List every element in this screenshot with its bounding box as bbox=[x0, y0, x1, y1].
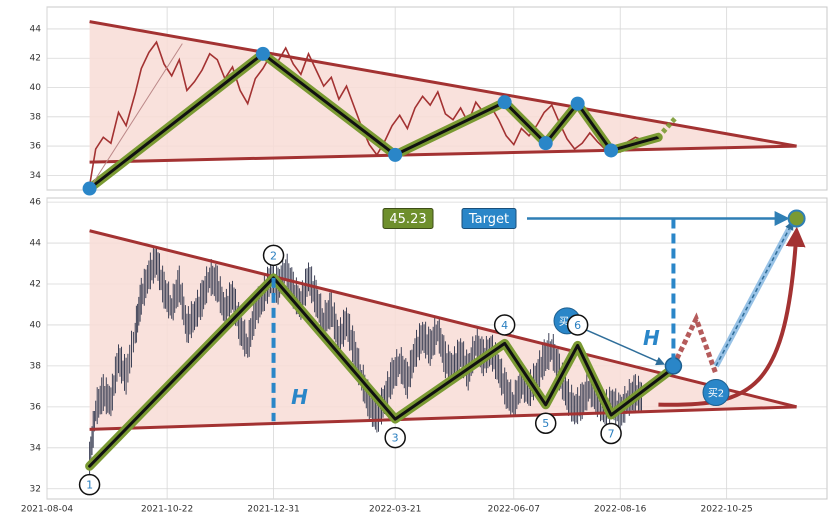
target-marker bbox=[787, 209, 806, 228]
y-tick-label: 36 bbox=[30, 402, 42, 412]
y-tick-label: 46 bbox=[30, 198, 42, 208]
pivot-marker bbox=[497, 95, 512, 110]
pattern-point-label: 5 bbox=[542, 417, 549, 430]
y-tick-label: 38 bbox=[30, 112, 42, 122]
y-tick-label: 44 bbox=[30, 24, 42, 34]
target-value-label: 45.23 bbox=[389, 212, 426, 227]
target-value-box bbox=[382, 207, 434, 229]
x-tick-label: 2022-08-16 bbox=[594, 505, 647, 515]
pattern-point-circle bbox=[600, 422, 622, 445]
projection-zigzag bbox=[671, 312, 719, 375]
pattern-point-label: 1 bbox=[86, 479, 93, 492]
pattern-point-label: 7 bbox=[608, 427, 615, 440]
pivot-marker bbox=[604, 143, 619, 158]
buy-point-label: 买2 bbox=[708, 388, 724, 400]
pivot-marker bbox=[82, 181, 97, 196]
pattern-line bbox=[88, 276, 675, 468]
buy1-arrow bbox=[578, 326, 666, 366]
x-tick-label: 2021-10-22 bbox=[141, 505, 193, 515]
x-tick-label: 2022-06-07 bbox=[488, 505, 540, 515]
pivot-marker bbox=[388, 147, 403, 162]
triangle-upper-line bbox=[89, 20, 797, 148]
y-tick-label: 34 bbox=[30, 171, 42, 181]
pattern-point-circle bbox=[262, 244, 285, 267]
x-tick-label: 2021-12-31 bbox=[247, 505, 299, 515]
triangle-lower-line bbox=[89, 144, 797, 164]
pattern-point-label: 4 bbox=[501, 319, 508, 332]
pattern-point-circle bbox=[493, 314, 516, 336]
x-tick-label: 2022-10-25 bbox=[700, 505, 752, 515]
x-tick-label: 2021-08-04 bbox=[21, 505, 74, 515]
y-tick-label: 42 bbox=[30, 54, 41, 64]
pattern-point-circle bbox=[534, 412, 557, 434]
target-arrow bbox=[715, 220, 794, 367]
y-tick-label: 36 bbox=[30, 142, 42, 152]
pattern-line bbox=[88, 52, 660, 190]
target-label-box bbox=[461, 207, 517, 229]
y-tick-label: 38 bbox=[30, 361, 42, 371]
y-tick-label: 40 bbox=[30, 83, 42, 93]
y-tick-label: 34 bbox=[30, 443, 42, 453]
y-tick-label: 42 bbox=[30, 280, 41, 290]
y-tick-label: 40 bbox=[30, 320, 42, 330]
top-panel: 34 36 38 40 42 44 bbox=[30, 6, 828, 196]
pattern-point-label: 3 bbox=[392, 432, 399, 445]
triangle-upper-line bbox=[89, 229, 797, 409]
pattern-point-label: 6 bbox=[574, 319, 581, 332]
buy-point-marker bbox=[702, 379, 730, 407]
pivot-marker bbox=[538, 136, 553, 151]
pivot-marker bbox=[255, 46, 270, 61]
breakout-curve-arrow bbox=[658, 226, 806, 407]
triangle-lower-line bbox=[89, 405, 797, 431]
trend-guide-line bbox=[89, 43, 183, 189]
target-label: Target bbox=[468, 212, 509, 227]
pattern-point-circle bbox=[384, 426, 406, 449]
pattern-point-circle bbox=[78, 473, 101, 496]
pattern-point-circle bbox=[566, 314, 589, 336]
y-tick-label: 44 bbox=[30, 239, 42, 249]
pattern-extension bbox=[656, 115, 679, 139]
height-label: H bbox=[291, 385, 308, 409]
pivot-marker bbox=[570, 96, 585, 111]
y-tick-label: 32 bbox=[30, 484, 41, 494]
height-label: H bbox=[643, 326, 660, 350]
x-tick-label: 2022-03-21 bbox=[369, 505, 421, 515]
pattern-point-label: 2 bbox=[270, 249, 277, 262]
